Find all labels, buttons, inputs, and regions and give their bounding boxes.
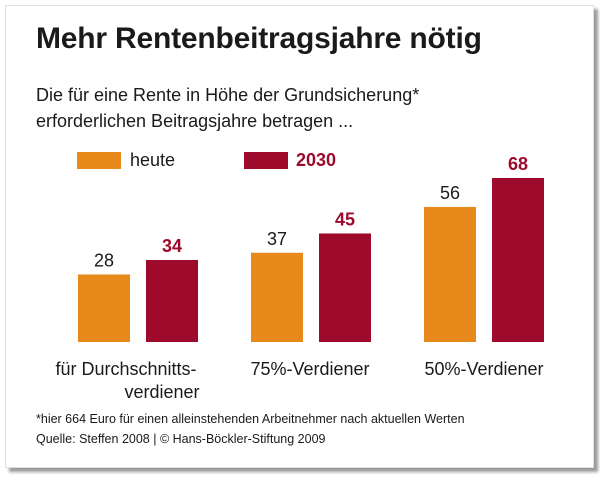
value-label-2030-50-verdiener: 68 [508,154,528,174]
legend-label-2030: 2030 [296,150,337,170]
legend-label-heute: heute [130,150,176,170]
category-label-75-verdiener: 75%-Verdiener [250,359,369,379]
value-label-heute-75-verdiener: 37 [267,229,287,249]
category-label-50-verdiener: 50%-Verdiener [424,359,543,379]
footnote: *hier 664 Euro für einen alleinstehenden… [36,412,465,426]
chart-title: Mehr Rentenbeitragsjahre nötig [36,22,482,55]
bar-2030-50-verdiener [492,178,544,342]
category-label-durchschnittsverdiener: für Durchschnitts- [55,359,196,379]
category-label-durchschnittsverdiener-line2: verdiener [124,382,199,402]
legend-swatch-heute [77,152,121,169]
source-note: Quelle: Steffen 2008 | © Hans-Böckler-St… [36,432,326,446]
bar-2030-durchschnittsverdiener [146,260,198,342]
bar-heute-75-verdiener [251,252,303,342]
legend-swatch-2030 [244,152,288,169]
chart-subtitle-line1: Die für eine Rente in Höhe der Grundsich… [36,85,420,105]
chart-subtitle-line2: erforderlichen Beitragsjahre betragen ..… [36,111,354,131]
bar-2030-75-verdiener [319,233,371,342]
value-label-heute-50-verdiener: 56 [440,183,460,203]
value-label-2030-75-verdiener: 45 [335,209,355,229]
value-label-heute-durchschnittsverdiener: 28 [94,250,114,270]
value-label-2030-durchschnittsverdiener: 34 [162,236,182,256]
bar-heute-durchschnittsverdiener [78,274,130,342]
bar-heute-50-verdiener [424,206,476,342]
